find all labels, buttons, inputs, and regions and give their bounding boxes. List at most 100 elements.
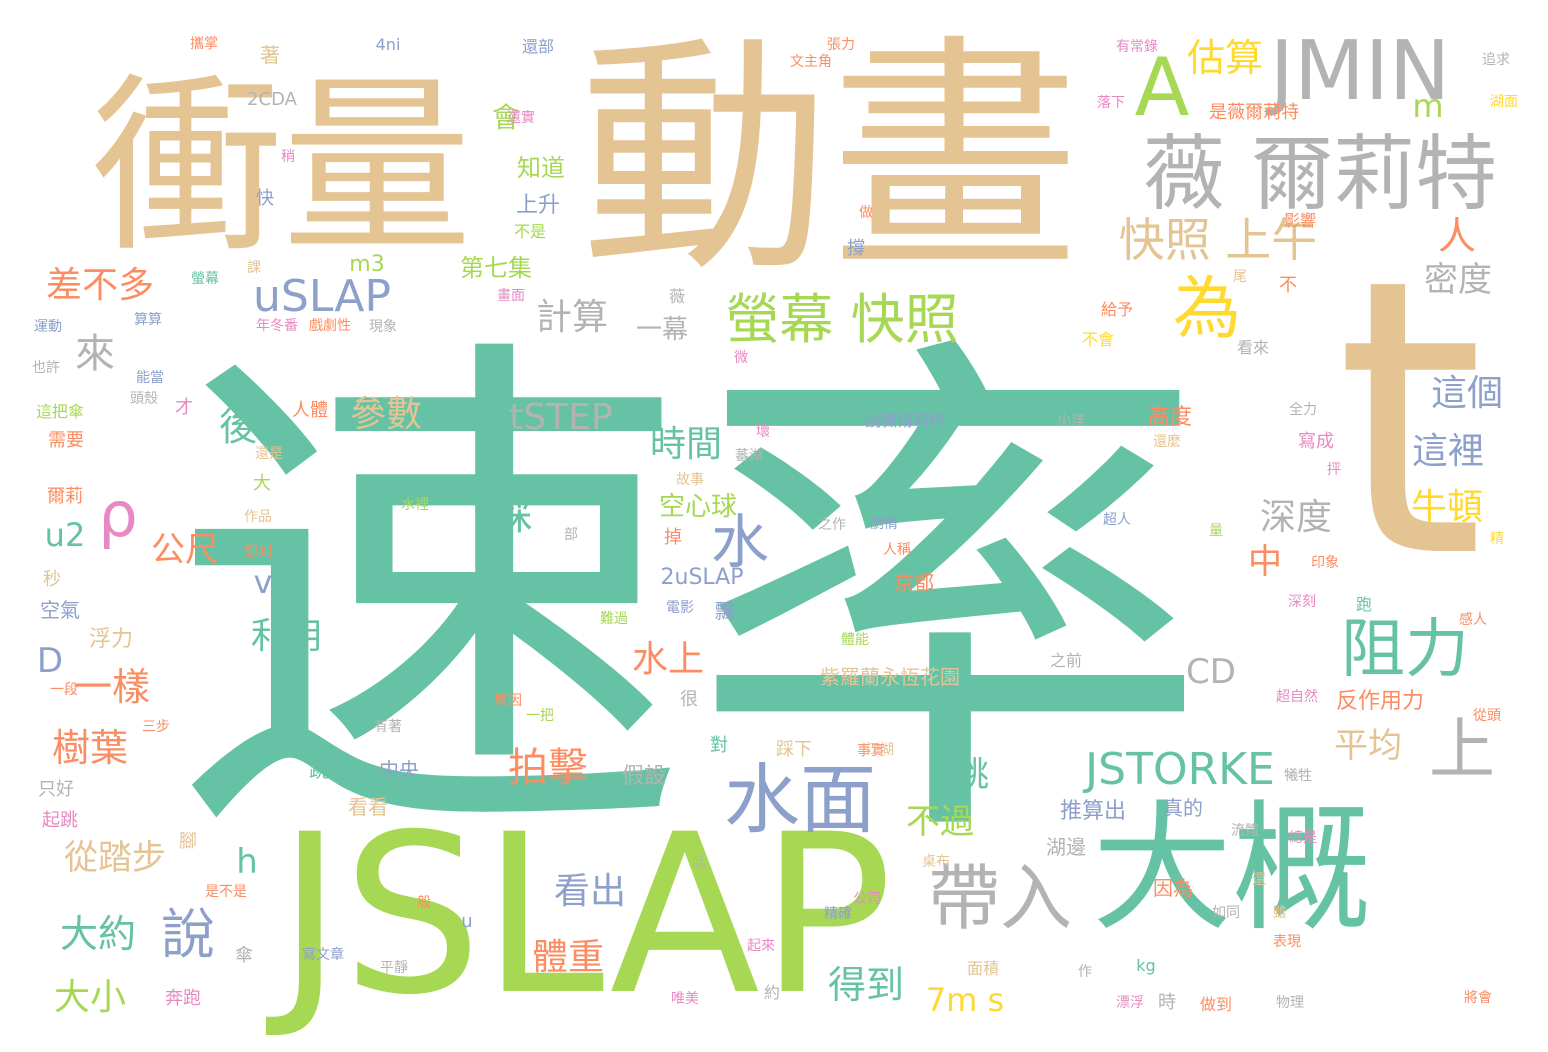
word: m	[1412, 87, 1444, 125]
word: 精確	[824, 906, 852, 922]
word: 表現	[1273, 934, 1301, 950]
word: 速率	[170, 297, 1210, 903]
word: 大	[253, 473, 271, 494]
word: kg	[1136, 956, 1156, 975]
word: 衝量	[91, 57, 473, 278]
word: 寫文章	[302, 947, 344, 963]
word: 為	[1172, 270, 1242, 349]
word: 薇	[668, 287, 686, 306]
word: 時	[1158, 992, 1176, 1013]
word: 落下	[1097, 95, 1125, 111]
word: 總是	[1289, 830, 1317, 846]
word: 故事	[676, 472, 704, 488]
word: 第七集	[460, 254, 532, 282]
word: 不會	[1081, 330, 1115, 349]
word: 犧牲	[1284, 768, 1312, 784]
word: 不過	[906, 802, 974, 842]
word: 一樣	[73, 665, 151, 709]
word: 空氣	[40, 598, 80, 622]
word: JSTORKE	[1085, 744, 1275, 795]
word: 算算	[134, 312, 162, 328]
word: 這把傘	[35, 402, 85, 421]
word: 還部	[521, 37, 555, 56]
word: 樹葉	[51, 726, 129, 770]
word: 還是	[255, 446, 283, 462]
word: 是不是	[205, 884, 247, 900]
word: 跳	[955, 755, 989, 795]
word: 後	[218, 405, 258, 449]
word: 有著	[374, 719, 402, 735]
word: 爾莉	[47, 486, 83, 507]
word: 大約	[59, 912, 137, 956]
word: 還	[1252, 872, 1266, 888]
word: 難過	[600, 611, 628, 627]
word: 才	[175, 397, 193, 418]
word: 參數	[349, 394, 423, 435]
word: 從頭	[1473, 708, 1501, 724]
word: 湖邊	[1046, 835, 1086, 859]
word: 上	[1429, 711, 1495, 788]
word: 有常錄	[1116, 39, 1158, 55]
word: 假設	[621, 764, 667, 789]
word: 深刻	[1288, 594, 1316, 610]
word: 攜掌	[190, 36, 218, 52]
word: 跳高	[309, 758, 349, 782]
word: 人稱	[883, 542, 911, 558]
word: 精	[1490, 531, 1504, 547]
word: v	[253, 563, 273, 601]
word: 文主角	[790, 54, 832, 70]
word: 秒	[43, 569, 61, 590]
word: 深度	[1259, 497, 1333, 538]
word: 流體	[1231, 823, 1259, 839]
word: 快	[256, 188, 274, 209]
word: 起來	[747, 938, 775, 954]
word: 需要	[48, 430, 84, 451]
word: 快照 上午	[1118, 213, 1318, 267]
word: 全力	[1289, 402, 1317, 418]
word: 公司	[853, 891, 881, 907]
word: u2	[44, 516, 86, 554]
word: D	[36, 641, 64, 681]
word: 真的	[1163, 796, 1203, 820]
word: 部	[564, 527, 578, 543]
word: 來	[75, 331, 115, 377]
word: 計算	[535, 297, 609, 338]
word: 物理	[1276, 995, 1304, 1011]
word: 超人	[1103, 512, 1131, 528]
word: 阻力	[1341, 613, 1469, 687]
word: 水裡	[401, 497, 429, 513]
word: 飄	[715, 599, 735, 623]
word: 估算	[1186, 36, 1264, 80]
word: 寫成	[1298, 431, 1334, 452]
word: 之作	[818, 517, 846, 533]
word: 畫面	[497, 288, 525, 304]
word: 2CDA	[247, 89, 297, 110]
word: 一段	[50, 682, 78, 698]
word: 螢幕 快照	[725, 288, 959, 351]
word: 差不多	[45, 265, 155, 306]
word: 還麼	[1153, 434, 1181, 450]
word: 尾	[1233, 269, 1247, 285]
word: JSLAP	[277, 787, 893, 1043]
word: 抨	[1327, 462, 1341, 478]
word: 奔跑	[165, 988, 201, 1009]
word: 給予	[1100, 300, 1134, 319]
word: 反作用力	[1335, 689, 1425, 714]
word: 中央	[379, 758, 419, 782]
word: 得到	[827, 963, 905, 1007]
word: 原因	[494, 693, 522, 709]
word: 劇情	[870, 516, 898, 532]
word: 人	[1437, 214, 1477, 258]
word: 影響	[1283, 211, 1317, 230]
word: 約	[763, 983, 781, 1002]
word: 小洋	[1057, 413, 1085, 429]
word: 2uSLAP	[660, 565, 744, 590]
word: 課	[247, 260, 261, 276]
word: 不	[1279, 275, 1297, 296]
word: A	[1134, 41, 1190, 134]
word: 踩	[490, 490, 534, 539]
word: 這個	[1430, 373, 1504, 414]
word: 人體	[292, 400, 328, 421]
word: 感人	[1459, 612, 1487, 628]
